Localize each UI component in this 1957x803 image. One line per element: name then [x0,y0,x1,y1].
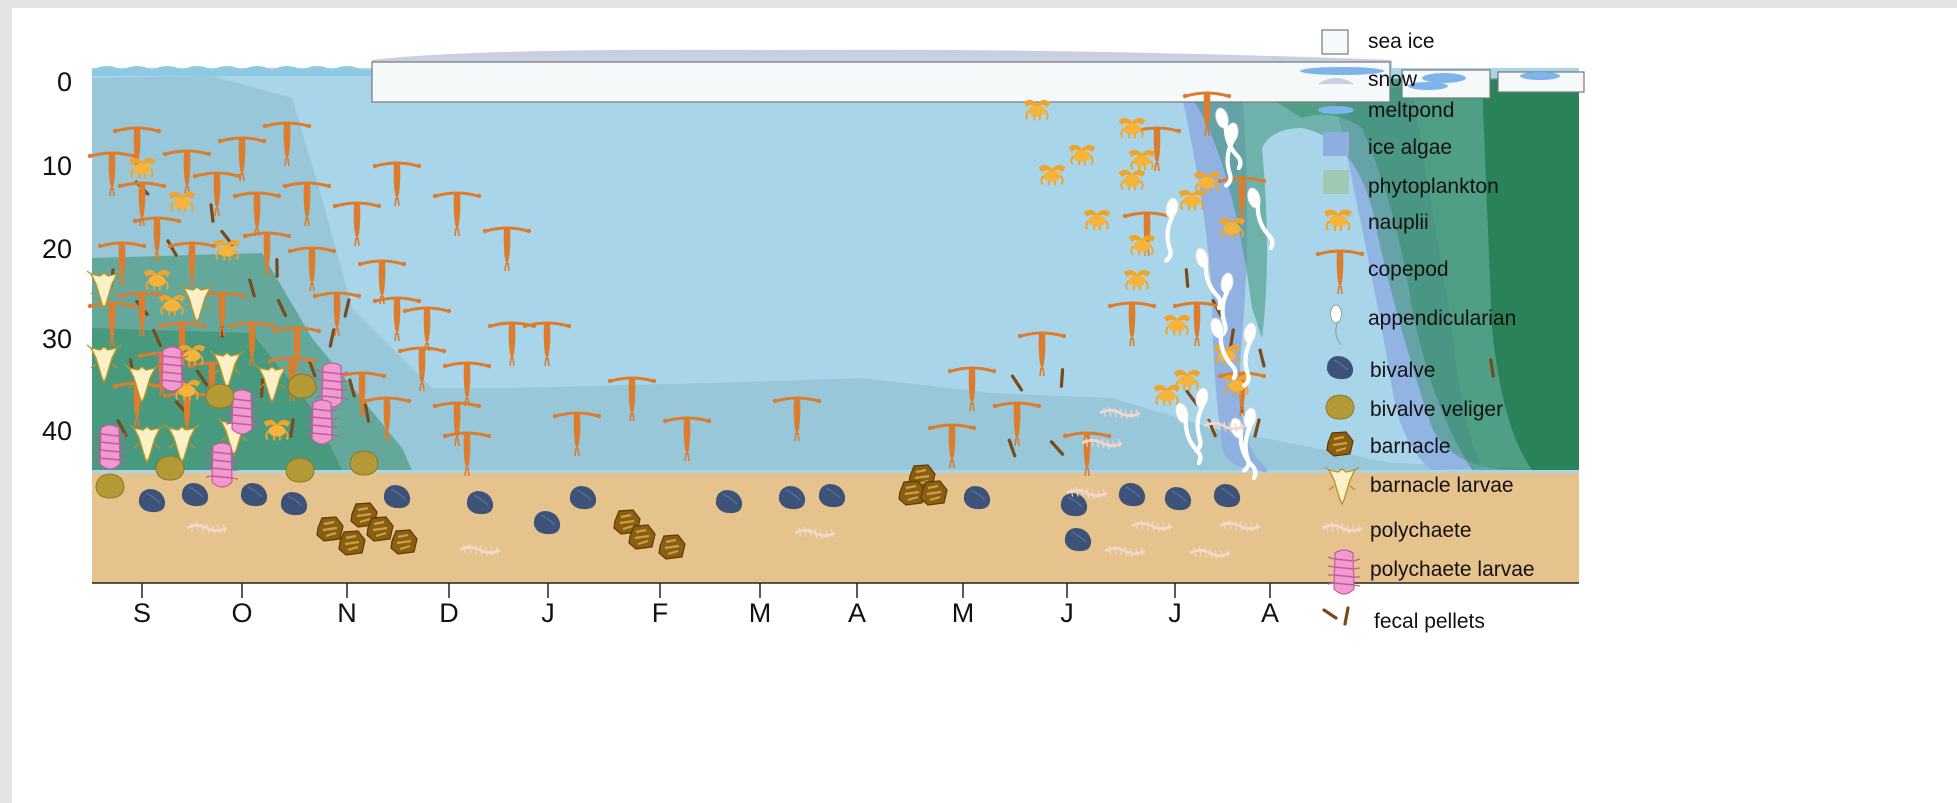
legend-label-barnacle-larvae: barnacle larvae [1370,474,1514,497]
month-tick-label: A [848,598,866,628]
month-tick-label: M [952,598,975,628]
barnacle [337,529,367,557]
month-tick-label: D [439,598,459,628]
month-tick-label: J [541,598,555,628]
legend-label-bivalve-veliger: bivalve veliger [1370,398,1503,421]
legend-label-ice-algae: ice algae [1368,136,1452,159]
legend-label-snow: snow [1368,68,1418,91]
meltpond-swatch [1318,106,1354,114]
appendicularian-icon [1330,304,1342,345]
figure-canvas: 0 10 20 30 40 S O N D J F M A M J J A se… [12,8,1957,803]
barnacle [627,523,657,551]
legend-label-appendicularian: appendicularian [1368,307,1516,330]
legend-label-bivalve: bivalve [1370,359,1435,382]
month-tick-label: S [133,598,151,628]
legend-label-barnacle: barnacle [1370,435,1451,458]
meltpond [1520,72,1560,80]
month-tick-label: J [1168,598,1182,628]
legend-label-copepod: copepod [1368,258,1449,281]
meltpond [1422,73,1466,83]
month-tick-label: J [1060,598,1074,628]
month-tick-label: O [231,598,252,628]
barnacle [365,515,395,543]
legend: sea ice snow meltpond ice algae phytopla… [1314,29,1535,633]
phytoplankton-swatch [1323,170,1349,194]
bivalve-veliger-icon [1325,394,1355,420]
barnacle [315,515,345,543]
depth-tick-label: 40 [42,416,72,446]
month-tick-label: N [337,598,357,628]
x-axis-ticks [141,583,1271,598]
bivalve-veliger [349,450,379,476]
bivalve-veliger [95,473,125,499]
seasonal-ecology-diagram: 0 10 20 30 40 S O N D J F M A M J J A se… [42,29,1585,633]
depth-tick-label: 0 [57,67,72,97]
sea-ice-slab [371,61,1391,103]
snow-swatch [1318,78,1354,84]
meltpond [1300,67,1384,75]
depth-tick-label: 30 [42,324,72,354]
fecal-pellets-icon [1322,606,1350,626]
legend-label-phytoplankton: phytoplankton [1368,175,1499,198]
legend-label-fecal-pellets: fecal pellets [1374,610,1485,633]
ice-algae-swatch [1323,132,1349,156]
legend-label-nauplii: nauplii [1368,211,1429,234]
barnacle [389,528,419,556]
bivalve-veliger [155,455,185,481]
surface-waves [92,66,372,76]
barnacle [919,479,949,507]
sea-ice-floe-2 [1497,71,1585,93]
depth-tick-label: 20 [42,234,72,264]
legend-label-meltpond: meltpond [1368,99,1454,122]
month-tick-label: A [1261,598,1279,628]
depth-tick-label: 10 [42,151,72,181]
bivalve-veliger [285,457,315,483]
summer-phytoplankton-3 [1482,78,1579,470]
legend-label-polychaete: polychaete [1370,519,1472,542]
month-tick-label: M [749,598,772,628]
meltpond [1408,82,1448,90]
bivalve-veliger [287,373,317,399]
legend-label-polychaete-larvae: polychaete larvae [1370,558,1535,581]
barnacle [897,479,927,507]
legend-label-sea-ice: sea ice [1368,30,1435,53]
sea-ice-swatch [1321,29,1349,55]
month-tick-label: F [652,598,669,628]
bivalve-veliger [205,383,235,409]
barnacle-icon [1325,430,1355,458]
barnacle [657,533,687,561]
